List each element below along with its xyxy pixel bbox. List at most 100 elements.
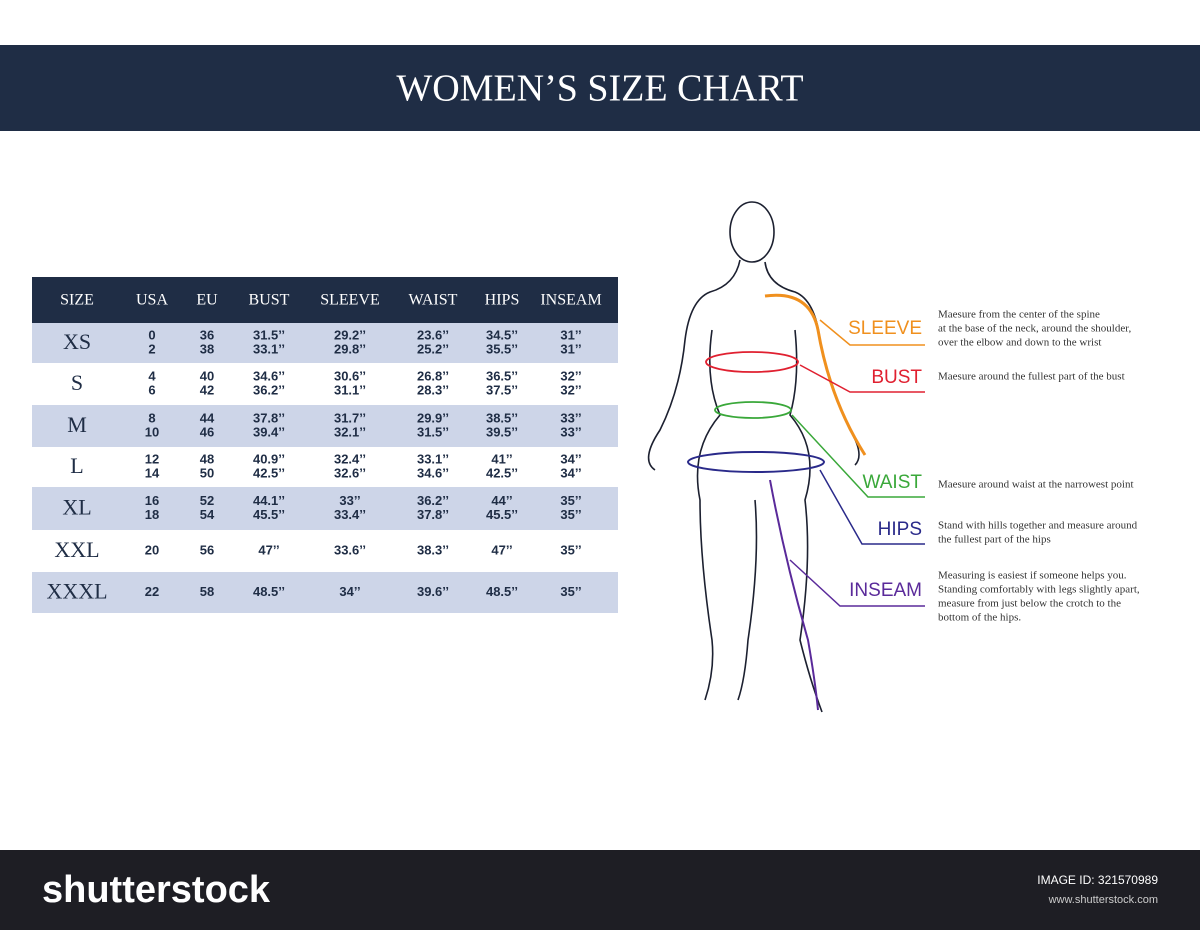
measure-description: Standing comfortably with legs slightly … <box>938 584 1140 596</box>
column-header: INSEAM <box>540 292 601 309</box>
table-row <box>32 363 618 405</box>
size-label: XXXL <box>46 579 107 604</box>
table-cell: 34’’ <box>339 584 360 599</box>
table-cell: 47’’ <box>258 542 279 557</box>
size-label: XS <box>63 329 91 354</box>
image-id: IMAGE ID: 321570989 <box>1037 873 1158 887</box>
website: www.shutterstock.com <box>1048 894 1158 906</box>
table-cell: 36 <box>200 327 214 342</box>
measure-description: Measuring is easiest if someone helps yo… <box>938 570 1127 582</box>
size-table: SIZE USA EU BUST SLEEVE WAIST HIPS INSEAM XS 02 36… <box>32 277 618 613</box>
table-header <box>32 277 618 323</box>
leader-line <box>819 319 925 346</box>
table-cell: 2 <box>148 341 155 356</box>
table-cell: 33.6’’ <box>334 542 366 557</box>
table-cell: 38 <box>200 341 214 356</box>
table-cell: 29.2’’ <box>334 327 366 342</box>
table-cell: 48 <box>200 451 214 466</box>
table-cell: 32’’ <box>560 382 581 397</box>
table-cell: 25.2’’ <box>417 341 449 356</box>
table-cell: 37.8’’ <box>417 507 449 522</box>
table-cell: 42.5’’ <box>486 465 518 480</box>
measure-label: INSEAM <box>849 580 922 601</box>
title: WOMEN’S SIZE CHART <box>396 68 803 110</box>
table-cell: 29.8’’ <box>334 341 366 356</box>
leader-line <box>819 469 925 545</box>
table-cell: 39.6’’ <box>417 584 449 599</box>
table-cell: 40 <box>200 368 214 383</box>
table-cell: 29.9’’ <box>417 410 449 425</box>
table-cell: 48.5’’ <box>486 584 518 599</box>
measure-description: at the base of the neck, around the shou… <box>938 323 1131 335</box>
table-cell: 33’’ <box>339 493 360 508</box>
table-cell: 31’’ <box>560 327 581 342</box>
table-cell: 32.6’’ <box>334 465 366 480</box>
table-cell: 28.3’’ <box>417 382 449 397</box>
right-side <box>789 329 823 713</box>
table-cell: 42 <box>200 382 214 397</box>
table-cell: 52 <box>200 493 214 508</box>
column-header: USA <box>136 292 168 309</box>
table-cell: 35’’ <box>560 542 581 557</box>
table-cell: 32.4’’ <box>334 451 366 466</box>
column-header: EU <box>196 292 218 309</box>
inner-leg <box>737 499 758 701</box>
column-header: BUST <box>249 292 290 309</box>
table-cell: 12 <box>145 451 159 466</box>
table-cell: 8 <box>148 410 155 425</box>
leader-line <box>791 414 925 498</box>
table-cell: 38.3’’ <box>417 542 449 557</box>
leader-line <box>789 559 925 607</box>
size-label: XL <box>62 495 91 520</box>
left-side <box>696 329 721 701</box>
size-label: XXL <box>54 537 99 562</box>
measure-description: Maesure around the fullest part of the b… <box>938 371 1125 383</box>
measure-description: measure from just below the crotch to th… <box>938 598 1121 610</box>
table-cell: 31.1’’ <box>334 382 366 397</box>
table-cell: 31.5’’ <box>417 424 449 439</box>
measurement-guide: SLEEVE Maesure from the center of the spi… <box>687 293 1140 711</box>
table-cell: 45.5’’ <box>486 507 518 522</box>
footer-bar <box>0 850 1200 930</box>
table-cell: 33’’ <box>560 424 581 439</box>
sleeve-line <box>764 293 867 456</box>
table-cell: 33.1’’ <box>253 341 285 356</box>
table-cell: 44.1’’ <box>253 493 285 508</box>
measure-description: Maesure from the center of the spine <box>938 309 1100 321</box>
table-cell: 47’’ <box>491 542 512 557</box>
table-cell: 56 <box>200 542 214 557</box>
table-row <box>32 572 618 613</box>
table-cell: 37.8’’ <box>253 410 285 425</box>
size-label: M <box>67 412 87 437</box>
table-cell: 45.5’’ <box>253 507 285 522</box>
table-cell: 40.9’’ <box>253 451 285 466</box>
measure-description: Maesure around waist at the narrowest po… <box>938 479 1134 491</box>
table-cell: 35.5’’ <box>486 341 518 356</box>
table-cell: 48.5’’ <box>253 584 285 599</box>
table-cell: 16 <box>145 493 159 508</box>
column-header: HIPS <box>485 292 520 309</box>
table-cell: 31.7’’ <box>334 410 366 425</box>
leader-line <box>799 364 925 393</box>
table-cell: 34.6’’ <box>253 368 285 383</box>
table-cell: 34.5’’ <box>486 327 518 342</box>
footer-brand: shutterstock <box>42 869 271 911</box>
table-cell: 0 <box>148 327 155 342</box>
table-cell: 37.5’’ <box>486 382 518 397</box>
table-cell: 38.5’’ <box>486 410 518 425</box>
measure-label: BUST <box>871 367 922 388</box>
table-cell: 31.5’’ <box>253 327 285 342</box>
table-cell: 35’’ <box>560 507 581 522</box>
table-cell: 34.6’’ <box>417 465 449 480</box>
bust-line <box>705 351 799 373</box>
column-header: WAIST <box>409 292 458 309</box>
table-cell: 46 <box>200 424 214 439</box>
title-bar <box>0 45 1200 131</box>
table-row <box>32 447 618 487</box>
table-cell: 26.8’’ <box>417 368 449 383</box>
measure-description: Stand with hills together and measure ar… <box>938 520 1138 532</box>
table-cell: 36.5’’ <box>486 368 518 383</box>
table-cell: 14 <box>145 465 160 480</box>
measure-description: the fullest part of the hips <box>938 534 1051 546</box>
